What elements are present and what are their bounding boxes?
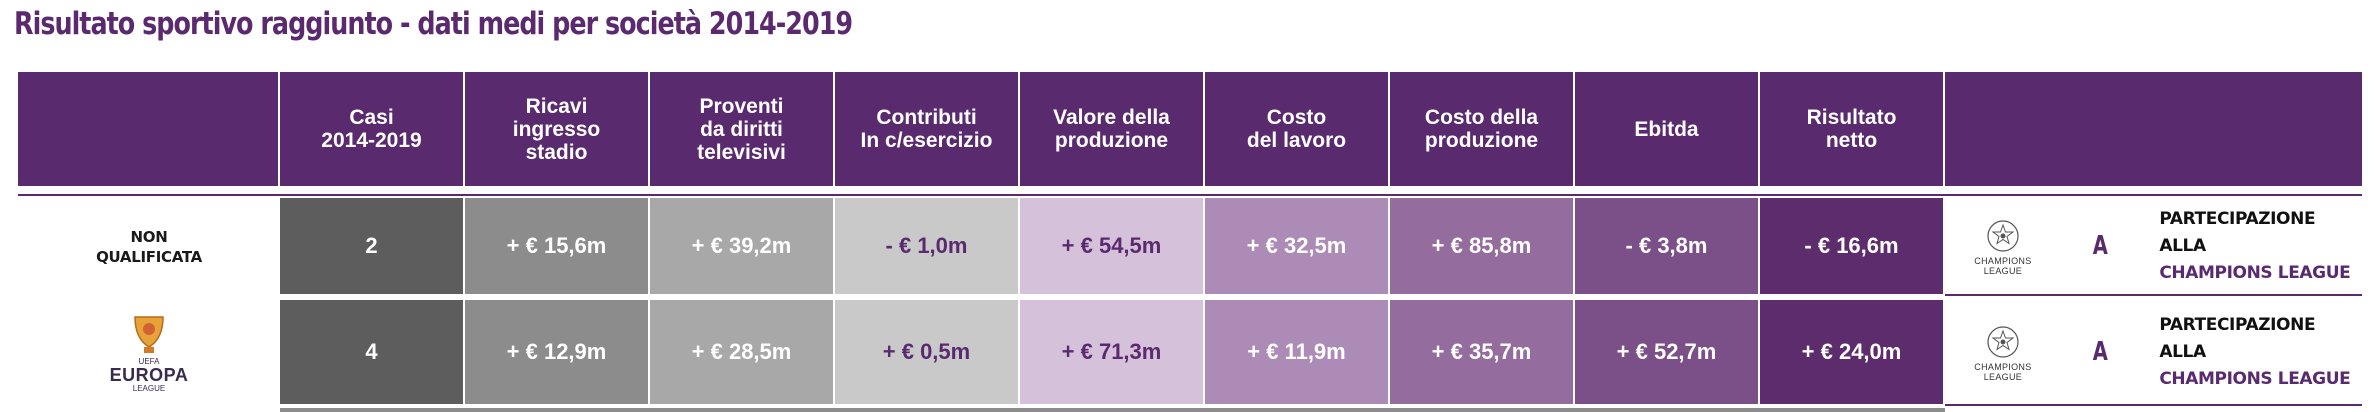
page-title: Risultato sportivo raggiunto - dati medi… [14, 6, 853, 42]
champions-league-logo: CHAMPIONS LEAGUE [1959, 216, 2047, 276]
result-letter: A [2092, 337, 2108, 367]
cell-ebitda: + € 52,7m [1575, 300, 1760, 406]
champions-league-starball-icon [1987, 326, 2019, 358]
header-contributi: Contributi In c/esercizio [835, 72, 1020, 186]
header-casi: Casi 2014-2019 [280, 72, 465, 186]
result-cell: CHAMPIONS LEAGUE A PARTECIPAZIONE ALLA C… [1945, 198, 2362, 296]
row-label-non-qualificata: NON QUALIFICATA [96, 228, 202, 266]
champions-league-logo-text: CHAMPIONS LEAGUE [1974, 362, 2032, 382]
header-empty [18, 72, 280, 186]
cell-contributi: + € 0,5m [835, 300, 1020, 406]
row-label-europa-league: UEFA EUROPA LEAGUE [18, 300, 280, 406]
cell-costo-lavoro: + € 32,5m [1205, 198, 1390, 296]
header-costo-lavoro: Costo del lavoro [1205, 72, 1390, 186]
header-empty-right [1945, 72, 2362, 186]
header-valore-produzione: Valore della produzione [1020, 72, 1205, 186]
result-description-line2: CHAMPIONS LEAGUE [2159, 368, 2351, 389]
results-table: Casi 2014-2019 Ricavi ingresso stadio Pr… [18, 72, 2362, 412]
cell-costo-produzione: + € 85,8m [1390, 198, 1575, 296]
result-description: PARTECIPAZIONE ALLA CHAMPIONS LEAGUE [2159, 206, 2362, 287]
cell-proventi-tv: + € 39,2m [650, 198, 835, 296]
partial-row-strip [280, 408, 1945, 412]
cell-contributi: - € 1,0m [835, 198, 1020, 296]
header-divider [18, 194, 2362, 196]
cell-valore-produzione: + € 71,3m [1020, 300, 1205, 406]
champions-league-logo: CHAMPIONS LEAGUE [1959, 322, 2047, 382]
europa-league-logo-small: UEFA [138, 357, 160, 366]
result-description-line1: PARTECIPAZIONE ALLA [2159, 208, 2316, 256]
cell-ricavi-stadio: + € 15,6m [465, 198, 650, 296]
header-costo-produzione: Costo della produzione [1390, 72, 1575, 186]
champions-league-starball-icon [1987, 220, 2019, 252]
cell-proventi-tv: + € 28,5m [650, 300, 835, 406]
cell-valore-produzione: + € 54,5m [1020, 198, 1205, 296]
cell-costo-lavoro: + € 11,9m [1205, 300, 1390, 406]
cell-casi: 4 [280, 300, 465, 406]
cell-costo-produzione: + € 35,7m [1390, 300, 1575, 406]
result-description-line2: CHAMPIONS LEAGUE [2159, 262, 2351, 283]
result-letter: A [2092, 231, 2108, 261]
result-description-line1: PARTECIPAZIONE ALLA [2159, 314, 2316, 362]
result-cell: CHAMPIONS LEAGUE A PARTECIPAZIONE ALLA C… [1945, 300, 2362, 406]
header-ricavi-stadio: Ricavi ingresso stadio [465, 72, 650, 186]
header-proventi-tv: Proventi da diritti televisivi [650, 72, 835, 186]
europa-league-logo-sub: LEAGUE [132, 384, 166, 393]
europa-league-logo: UEFA EUROPA LEAGUE [110, 313, 189, 393]
header-risultato-netto: Risultato netto [1760, 72, 1945, 186]
europa-league-logo-text: EUROPA [109, 365, 189, 385]
cell-ricavi-stadio: + € 12,9m [465, 300, 650, 406]
europa-league-trophy-icon [134, 316, 164, 353]
cell-casi: 2 [280, 198, 465, 296]
cell-risultato-netto: + € 24,0m [1760, 300, 1945, 406]
cell-ebitda: - € 3,8m [1575, 198, 1760, 296]
result-description: PARTECIPAZIONE ALLA CHAMPIONS LEAGUE [2159, 312, 2362, 393]
header-ebitda: Ebitda [1575, 72, 1760, 186]
cell-risultato-netto: - € 16,6m [1760, 198, 1945, 296]
champions-league-logo-text: CHAMPIONS LEAGUE [1974, 256, 2032, 276]
